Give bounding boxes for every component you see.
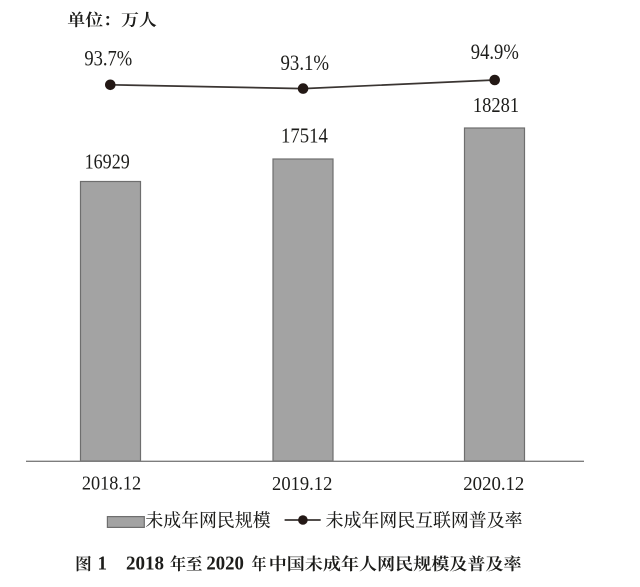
svg-text:18281: 18281 [473, 93, 519, 117]
svg-text:2020.12: 2020.12 [463, 473, 524, 495]
svg-text:1: 1 [98, 552, 108, 574]
svg-text:16929: 16929 [85, 150, 130, 174]
svg-text:93.1%: 93.1% [281, 50, 330, 75]
svg-text:17514: 17514 [281, 124, 328, 148]
svg-text:93.7%: 93.7% [84, 45, 132, 70]
svg-text:94.9%: 94.9% [471, 39, 519, 64]
svg-text:2020: 2020 [206, 552, 244, 574]
svg-text:2018.12: 2018.12 [82, 473, 141, 495]
svg-text:2018: 2018 [126, 552, 164, 574]
svg-text:2019.12: 2019.12 [272, 473, 332, 495]
